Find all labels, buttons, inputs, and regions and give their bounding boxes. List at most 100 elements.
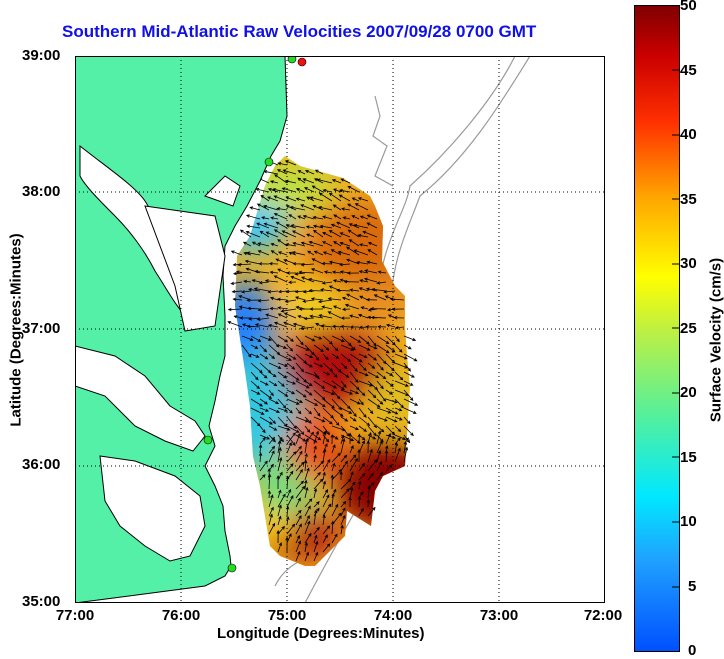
- velocity-arrow: [281, 230, 297, 238]
- velocity-arrow: [343, 279, 360, 284]
- velocity-arrow: [318, 314, 333, 319]
- velocity-arrow: [268, 398, 280, 404]
- velocity-arrow: [285, 289, 297, 294]
- colorbar-label: Surface Velocity (cm/s): [707, 257, 724, 423]
- velocity-arrow: [359, 215, 369, 220]
- velocity-arrow: [312, 215, 324, 220]
- velocity-arrow: [340, 425, 350, 437]
- velocity-arrow: [322, 448, 327, 463]
- velocity-arrow: [267, 473, 272, 490]
- velocity-arrow: [349, 371, 359, 384]
- velocity-arrow: [277, 162, 288, 166]
- velocity-arrow: [331, 324, 342, 329]
- velocity-arrow: [330, 474, 334, 490]
- velocity-arrow: [249, 206, 261, 211]
- velocity-arrow: [259, 425, 266, 434]
- velocity-arrow: [394, 437, 401, 445]
- velocity-arrow: [297, 177, 306, 184]
- velocity-arrow: [353, 249, 369, 256]
- velocity-arrow: [243, 251, 252, 256]
- colorbar-tick-label: 35: [680, 191, 697, 208]
- velocity-arrow: [273, 213, 288, 220]
- velocity-arrow: [349, 398, 361, 405]
- velocity-arrow: [288, 214, 297, 220]
- velocity-arrow: [268, 262, 279, 266]
- velocity-arrow: [304, 335, 316, 342]
- velocity-arrow: [358, 335, 370, 345]
- velocity-arrow: [349, 486, 354, 499]
- velocity-arrow: [391, 307, 405, 311]
- velocity-arrow: [312, 224, 324, 229]
- velocity-arrow: [403, 440, 408, 454]
- velocity-arrow: [258, 452, 263, 463]
- velocity-arrow: [304, 437, 309, 454]
- velocity-arrow: [273, 229, 288, 238]
- colorbar-tick-label: 15: [680, 449, 697, 466]
- velocity-arrow: [366, 222, 378, 229]
- velocity-arrow: [277, 471, 283, 481]
- velocity-arrow: [286, 463, 294, 472]
- velocity-arrow: [340, 353, 352, 363]
- velocity-arrow: [292, 322, 306, 328]
- velocity-arrow: [306, 233, 315, 238]
- velocity-arrow: [331, 444, 336, 454]
- velocity-arrow: [385, 425, 396, 436]
- velocity-arrow: [358, 480, 362, 490]
- velocity-arrow: [276, 207, 288, 211]
- velocity-arrow: [304, 551, 309, 562]
- velocity-arrow: [333, 241, 342, 247]
- velocity-arrow: [282, 169, 297, 175]
- velocity-arrow: [340, 514, 346, 526]
- velocity-arrow: [367, 416, 378, 429]
- velocity-arrow: [286, 533, 292, 544]
- velocity-arrow: [304, 389, 313, 396]
- velocity-arrow: [376, 471, 384, 481]
- velocity-arrow: [384, 449, 389, 463]
- velocity-arrow: [366, 499, 370, 508]
- velocity-arrow: [257, 299, 270, 303]
- velocity-arrow: [322, 215, 333, 220]
- velocity-arrow: [304, 452, 308, 463]
- velocity-arrow: [321, 305, 333, 310]
- x-tick-label: 77:00: [55, 607, 95, 624]
- velocity-arrow: [267, 468, 271, 481]
- velocity-arrow: [342, 216, 351, 220]
- velocity-arrow: [313, 380, 326, 389]
- velocity-arrow: [250, 371, 259, 381]
- velocity-arrow: [302, 214, 315, 220]
- velocity-arrow: [338, 194, 351, 202]
- velocity-arrow: [358, 472, 366, 481]
- velocity-arrow: [314, 169, 324, 175]
- velocity-arrow: [295, 540, 301, 553]
- velocity-arrow: [256, 222, 270, 229]
- velocity-arrow: [322, 416, 333, 425]
- velocity-arrow: [321, 241, 333, 247]
- velocity-arrow: [340, 407, 353, 414]
- velocity-arrow: [291, 251, 306, 256]
- velocity-arrow: [259, 416, 273, 425]
- velocity-arrow: [277, 515, 282, 526]
- velocity-arrow: [227, 307, 243, 312]
- velocity-arrow: [367, 335, 377, 347]
- velocity-arrow: [347, 203, 360, 211]
- velocity-arrow: [259, 389, 273, 400]
- velocity-arrow: [331, 407, 344, 417]
- velocity-arrow: [358, 344, 371, 351]
- velocity-arrow: [286, 398, 300, 405]
- velocity-arrow: [389, 297, 405, 301]
- velocity-arrow: [286, 389, 296, 395]
- velocity-arrow: [340, 380, 347, 388]
- velocity-arrow: [394, 353, 408, 360]
- velocity-arrow: [295, 480, 305, 490]
- velocity-arrow: [254, 269, 270, 274]
- velocity-arrow: [305, 225, 315, 229]
- velocity-arrow: [356, 260, 369, 265]
- velocity-arrow: [295, 550, 301, 562]
- velocity-arrow: [239, 316, 251, 320]
- velocity-arrow: [357, 197, 369, 202]
- velocity-arrow: [269, 306, 279, 311]
- velocity-arrow: [358, 362, 367, 372]
- velocity-arrow: [277, 447, 282, 463]
- velocity-arrow: [295, 450, 303, 463]
- velocity-arrow: [313, 534, 318, 544]
